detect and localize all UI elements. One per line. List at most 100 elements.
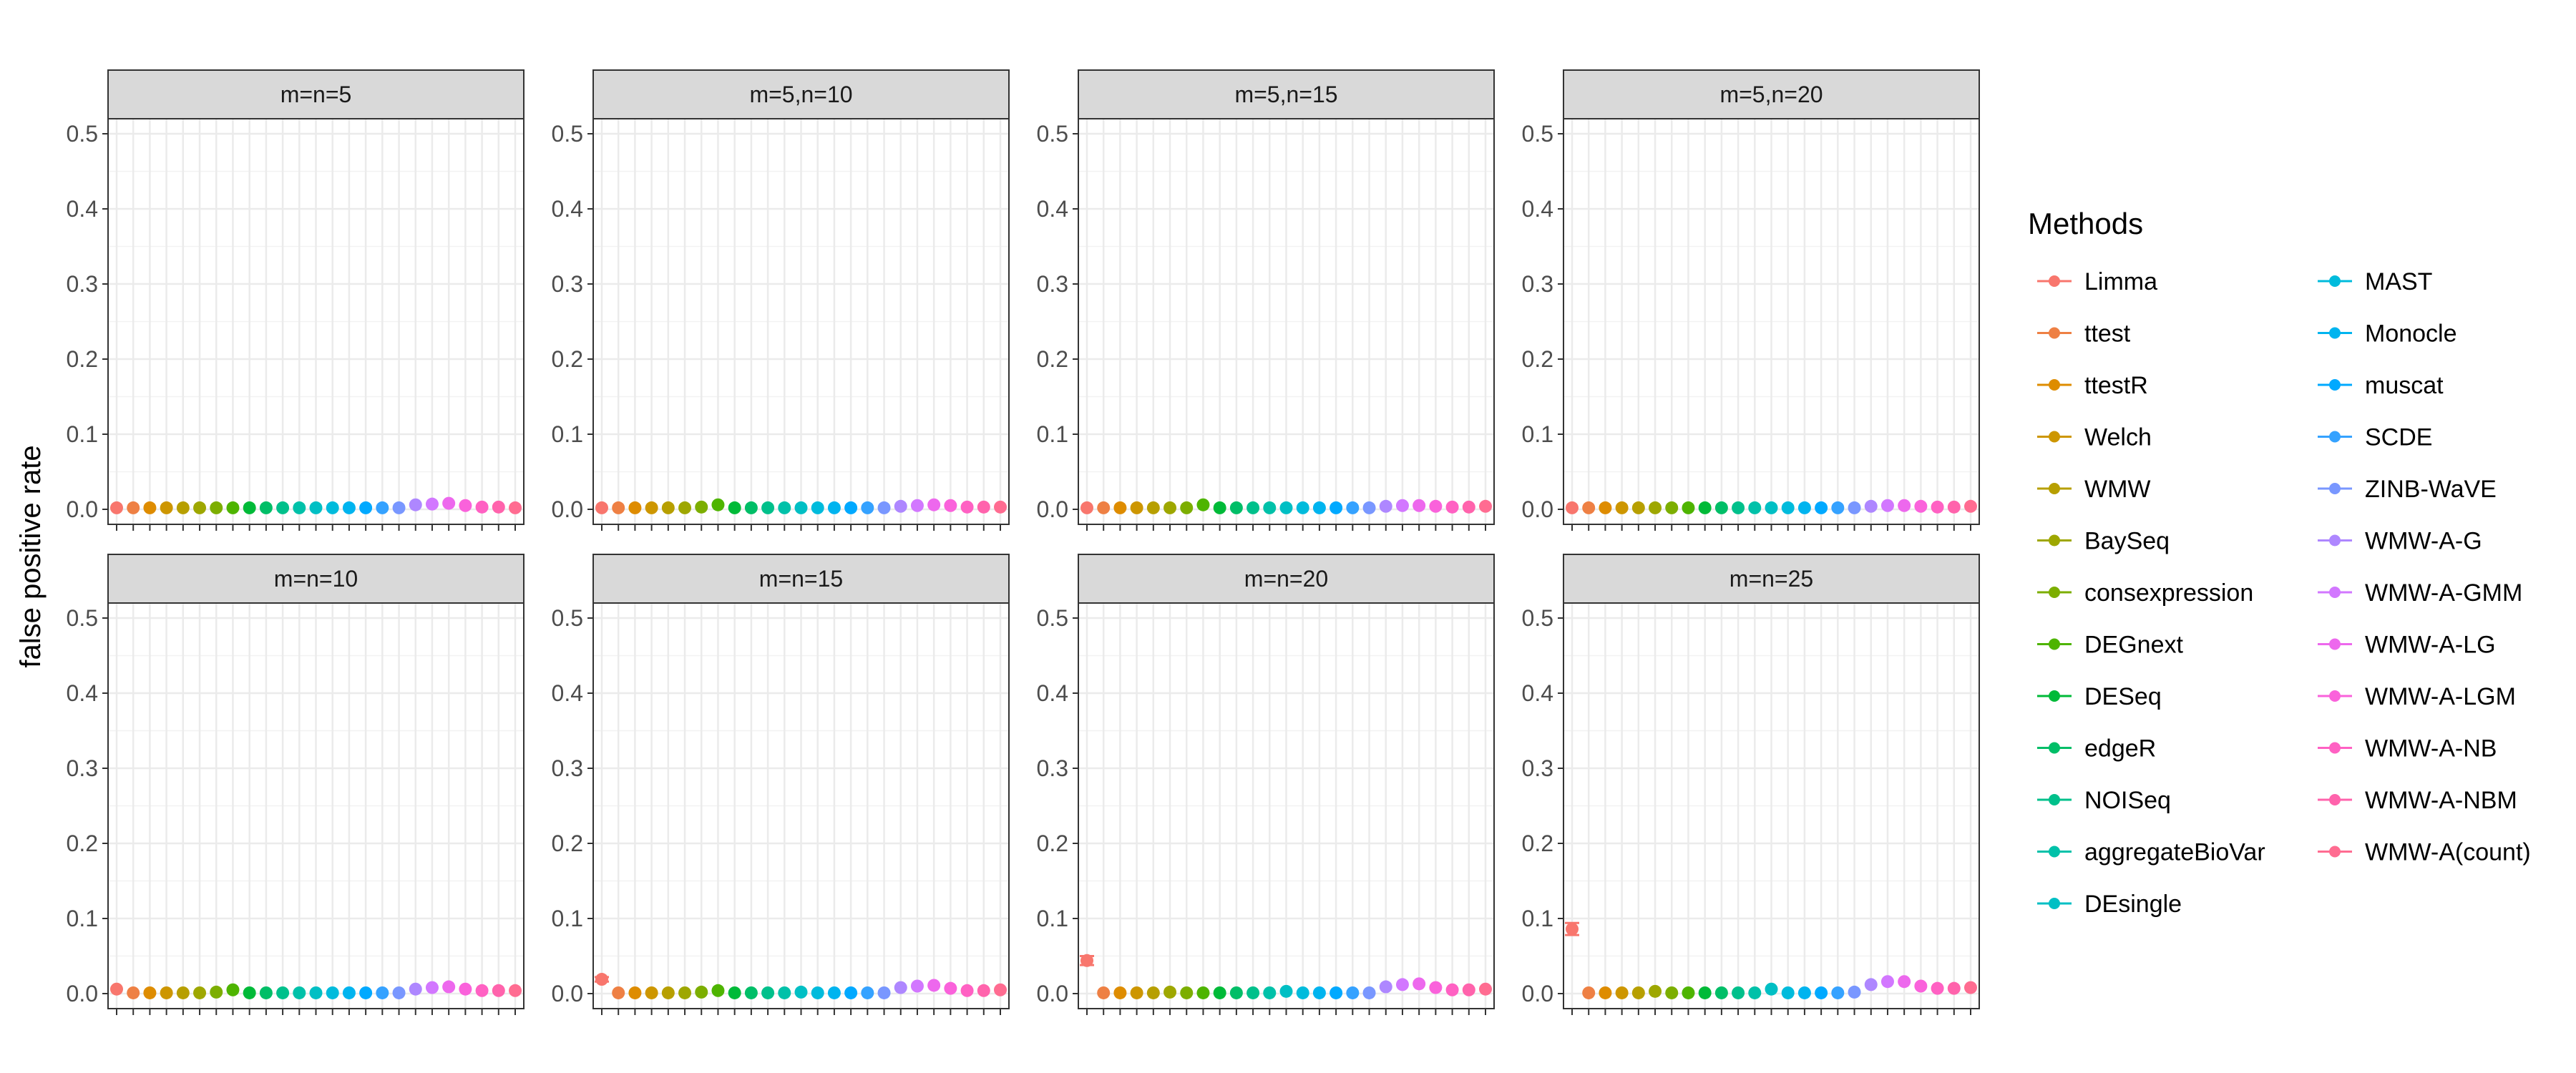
y-tick-label: 0.4: [1037, 680, 1068, 706]
legend: Methods Limma ttest ttestR Welch WMW BaySeq co…: [2028, 207, 2531, 918]
panel-title: m=n=5: [280, 82, 352, 107]
legend-label: Limma: [2084, 268, 2157, 295]
data-point: [994, 983, 1007, 996]
legend-label: SCDE: [2365, 424, 2432, 451]
data-point: [425, 497, 439, 511]
data-point: [1714, 501, 1728, 514]
y-tick-label: 0.5: [1037, 121, 1068, 147]
data-point: [695, 985, 708, 999]
legend-key-point: [2049, 846, 2060, 858]
data-point: [778, 501, 791, 514]
y-tick-label: 0.5: [552, 121, 583, 147]
data-point: [645, 986, 658, 999]
data-point: [1196, 986, 1210, 999]
y-tick-label: 0.5: [1522, 121, 1553, 147]
y-tick-label: 0.1: [552, 906, 583, 931]
panel: m=5,n=10 0.0 0.1 0.2 0.3 0.4 0.5: [552, 69, 1010, 531]
data-point: [193, 501, 207, 514]
data-point: [794, 985, 808, 999]
data-point: [1362, 986, 1376, 999]
legend-item: muscat: [2318, 372, 2444, 399]
legend-item: WMW-A-GMM: [2318, 579, 2522, 607]
data-point: [1163, 501, 1177, 514]
legend-key-point: [2049, 587, 2060, 598]
data-point: [226, 983, 240, 996]
data-point: [1797, 986, 1811, 999]
data-point: [1615, 501, 1629, 514]
data-point: [1080, 954, 1093, 967]
data-point: [1748, 986, 1762, 999]
data-point: [1113, 501, 1127, 514]
panel-border: [1563, 602, 1980, 1009]
data-point: [827, 986, 841, 999]
data-point: [612, 501, 625, 514]
data-point: [1964, 499, 1977, 513]
panel: m=n=10 0.0 0.1 0.2 0.3 0.4 0.5: [67, 554, 525, 1015]
legend-item: ZINB-WaVE: [2318, 476, 2497, 503]
legend-key-point: [2329, 379, 2341, 391]
data-point: [1566, 922, 1579, 936]
data-point: [409, 982, 422, 996]
panel: m=n=20 0.0 0.1 0.2 0.3 0.4 0.5: [1037, 554, 1495, 1015]
y-tick-label: 0.3: [552, 271, 583, 297]
data-point: [661, 501, 675, 514]
y-axis-label: false positive rate: [15, 445, 47, 667]
data-point: [1582, 986, 1596, 999]
y-tick-label: 0.4: [552, 680, 583, 706]
panel: m=5,n=20 0.0 0.1 0.2 0.3 0.4 0.5: [1522, 69, 1980, 531]
legend-key-point: [2329, 846, 2341, 858]
data-point: [910, 499, 924, 512]
panel: m=5,n=15 0.0 0.1 0.2 0.3 0.4 0.5: [1037, 69, 1495, 531]
data-point: [744, 501, 758, 514]
data-point: [1898, 499, 1911, 512]
data-point: [1831, 986, 1845, 999]
data-point: [110, 982, 123, 996]
legend-key-point: [2329, 742, 2341, 754]
data-point: [678, 986, 692, 999]
data-point: [1649, 501, 1662, 514]
data-point: [645, 501, 658, 514]
data-point: [143, 501, 157, 514]
data-point: [1080, 501, 1093, 514]
data-point: [1631, 501, 1645, 514]
data-point: [811, 986, 824, 999]
data-point: [595, 973, 608, 986]
data-point: [293, 501, 306, 514]
data-point: [1698, 501, 1712, 514]
legend-label: aggregateBioVar: [2084, 839, 2265, 866]
panel-border: [107, 118, 525, 525]
y-tick-label: 0.2: [1522, 831, 1553, 856]
y-tick-label: 0.4: [67, 196, 98, 222]
data-point: [425, 981, 439, 994]
data-point: [342, 501, 356, 514]
legend-item: consexpression: [2037, 579, 2253, 607]
data-point: [376, 501, 389, 514]
y-tick-label: 0.2: [1037, 831, 1068, 856]
data-point: [1914, 499, 1928, 513]
panel-title: m=5,n=10: [749, 82, 852, 107]
legend-key-point: [2049, 794, 2060, 805]
data-point: [1395, 978, 1409, 991]
data-point: [1330, 501, 1343, 514]
data-point: [1413, 977, 1426, 991]
y-tick-label: 0.3: [552, 755, 583, 781]
y-tick-label: 0.3: [1037, 271, 1068, 297]
data-point: [1097, 986, 1111, 999]
legend-key-point: [2329, 483, 2341, 494]
data-point: [1599, 986, 1612, 999]
data-point: [1163, 985, 1177, 999]
data-point: [744, 986, 758, 999]
data-point: [1362, 501, 1376, 514]
data-point: [1296, 986, 1309, 999]
data-point: [761, 501, 775, 514]
data-point: [1429, 981, 1443, 994]
chart-panels: m=n=5 0.0 0.1 0.2 0.3 0.4 0.5 m=5,n=10 0.0 0.1 0.2…: [67, 69, 1980, 1015]
y-tick-label: 0.5: [1522, 605, 1553, 631]
data-point: [1864, 499, 1878, 513]
y-tick-label: 0.0: [1037, 496, 1068, 522]
data-point: [1279, 984, 1293, 998]
data-point: [475, 500, 489, 514]
y-tick-label: 0.4: [552, 196, 583, 222]
data-point: [1379, 980, 1392, 994]
legend-label: WMW-A-LG: [2365, 632, 2496, 659]
